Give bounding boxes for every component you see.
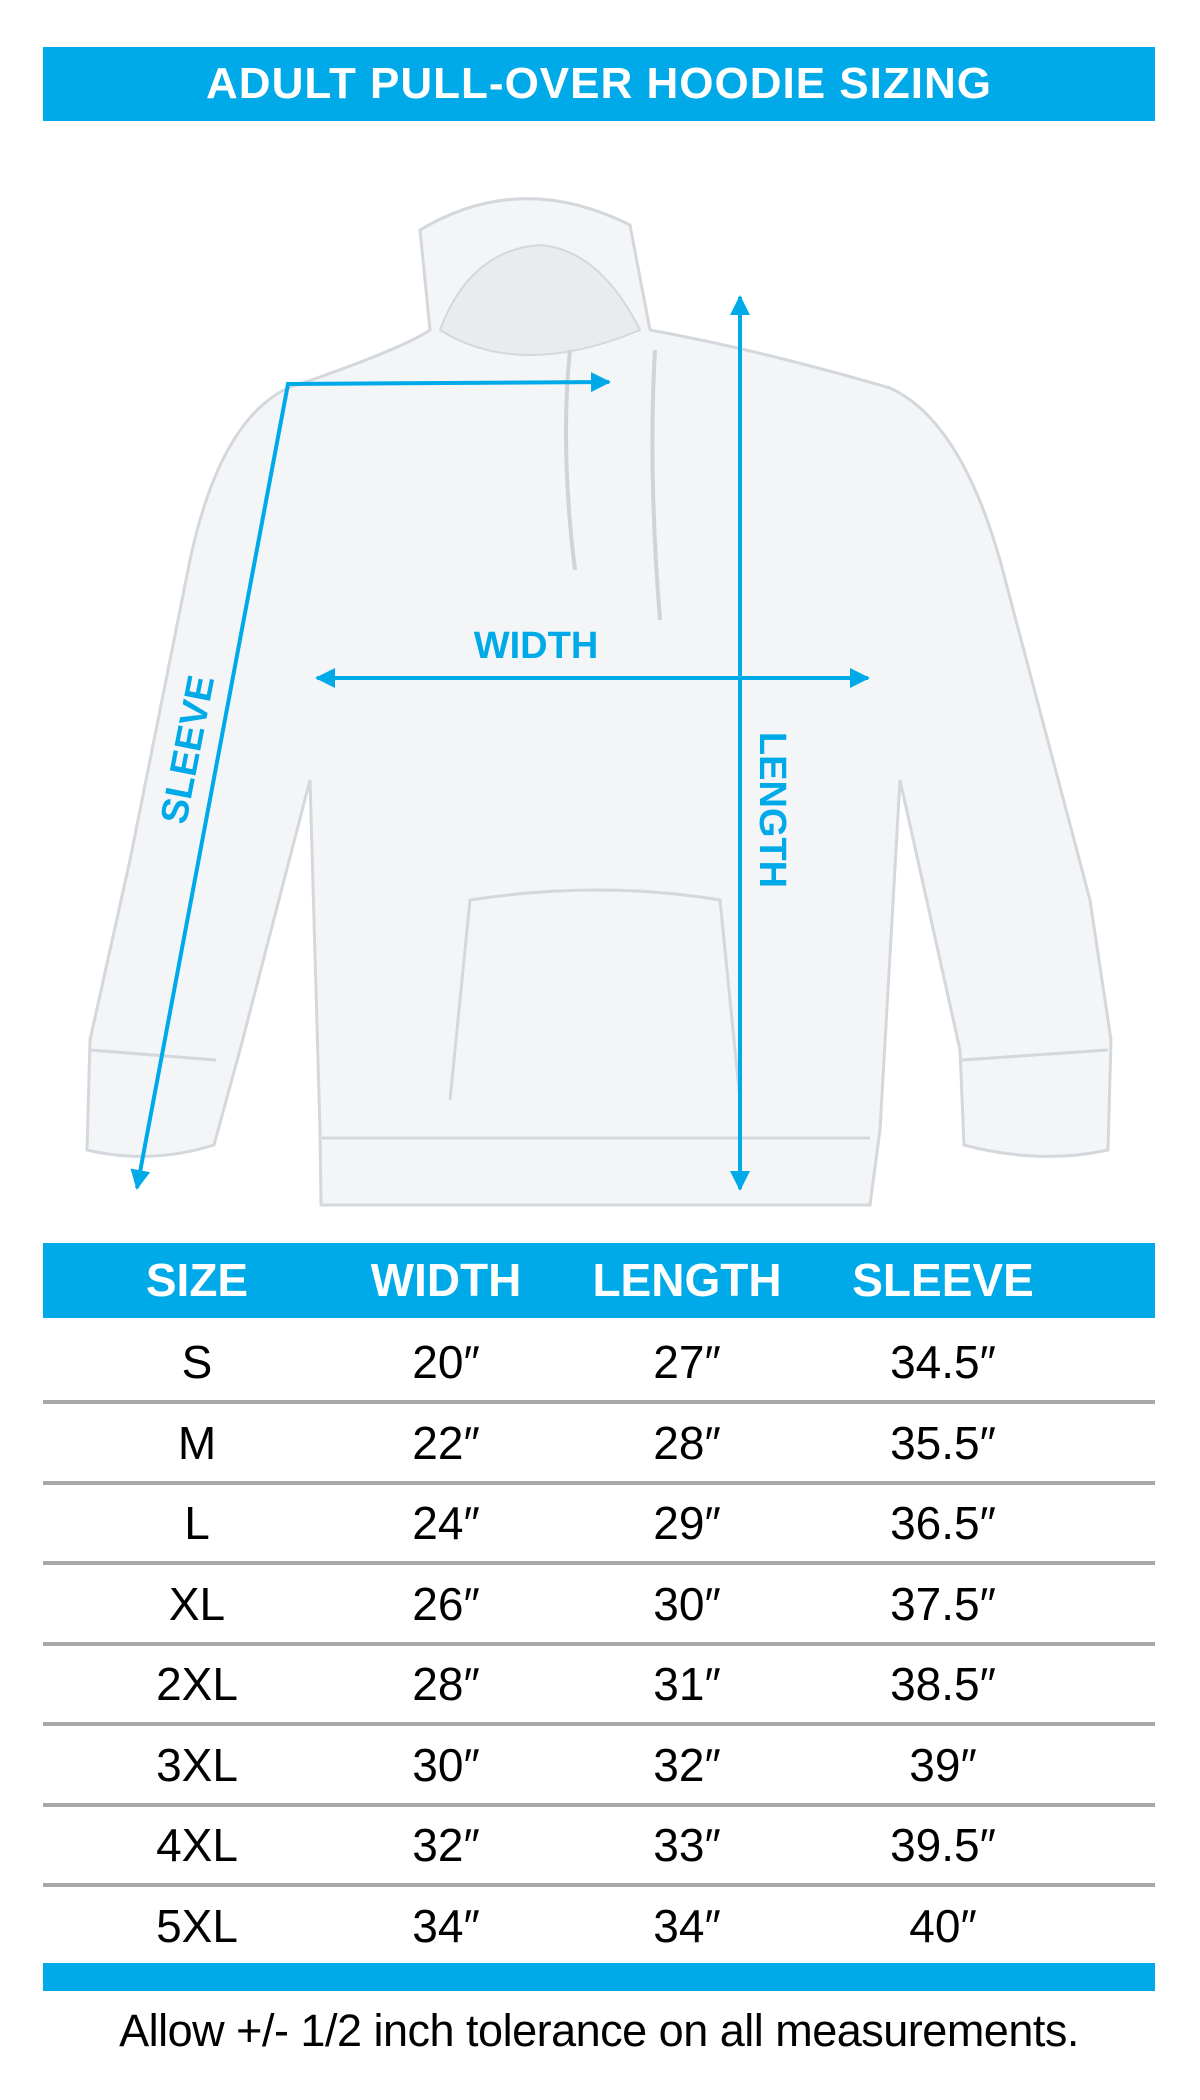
header-width: WIDTH (370, 1254, 522, 1306)
cell-width: 30″ (412, 1738, 480, 1791)
cell-size: 2XL (156, 1658, 238, 1710)
table-bottom-bar (43, 1963, 1155, 1991)
cell-sleeve: 37.5″ (890, 1577, 996, 1630)
cell-sleeve: 34.5″ (890, 1336, 996, 1388)
cell-size: M (177, 1416, 217, 1469)
table-row: M 22″ 28″ 35.5″ (43, 1403, 1155, 1483)
cell-width: 22″ (412, 1416, 480, 1469)
row-divider (43, 1561, 1155, 1565)
cell-length: 32″ (653, 1738, 721, 1791)
cell-sleeve: 38.5″ (890, 1658, 996, 1710)
cell-length: 30″ (653, 1577, 721, 1630)
row-divider (43, 1400, 1155, 1404)
tolerance-note: Allow +/- 1/2 inch tolerance on all meas… (119, 2005, 1079, 2056)
hoodie-diagram: WIDTH LENGTH SLEEVE (85, 197, 1113, 1207)
cell-width: 28″ (412, 1658, 480, 1710)
cell-sleeve: 35.5″ (890, 1416, 996, 1469)
table-row: L 24″ 29″ 36.5″ (43, 1483, 1155, 1563)
cell-length: 33″ (653, 1819, 721, 1871)
row-divider (43, 1641, 1155, 1646)
table-row: S 20″ 27″ 34.5″ (43, 1322, 1155, 1402)
table-row: 4XL 32″ 33″ 39.5″ (43, 1805, 1155, 1885)
table-row: 5XL 34″ 34″ 40″ (43, 1886, 1155, 1966)
header-size: SIZE (145, 1254, 249, 1306)
table-row: 3XL 30″ 32″ 39″ (43, 1725, 1155, 1805)
width-label: WIDTH (474, 625, 599, 667)
page-title: ADULT PULL-OVER HOODIE SIZING (206, 59, 992, 108)
header-length: LENGTH (592, 1254, 782, 1306)
cell-sleeve: 39.5″ (890, 1819, 996, 1871)
length-label: LENGTH (751, 732, 793, 888)
cell-width: 26″ (412, 1577, 480, 1630)
cell-size: XL (168, 1577, 226, 1630)
cell-length: 34″ (653, 1899, 721, 1952)
cell-length: 29″ (653, 1497, 721, 1549)
cell-width: 20″ (412, 1336, 480, 1388)
hoodie-illustration (85, 197, 1113, 1207)
hood-opening (438, 243, 642, 356)
cell-width: 34″ (412, 1899, 480, 1952)
cell-size: 3XL (156, 1738, 238, 1791)
drawstring-right (650, 349, 662, 621)
title-bar: ADULT PULL-OVER HOODIE SIZING (43, 47, 1155, 121)
table-header: SIZE WIDTH LENGTH SLEEVE (43, 1243, 1155, 1318)
cell-size: 4XL (156, 1819, 238, 1871)
cell-sleeve: 39″ (909, 1738, 977, 1791)
cell-size: S (181, 1336, 213, 1388)
row-divider (43, 1802, 1155, 1807)
cell-length: 27″ (653, 1336, 721, 1388)
row-divider (43, 1480, 1155, 1485)
sleeve-arrow (130, 372, 611, 1190)
cell-width: 24″ (412, 1497, 480, 1549)
cell-size: 5XL (156, 1899, 238, 1952)
header-sleeve: SLEEVE (852, 1254, 1034, 1306)
cell-sleeve: 36.5″ (890, 1497, 996, 1549)
cell-length: 31″ (653, 1658, 721, 1710)
table-row: XL 26″ 30″ 37.5″ (43, 1564, 1155, 1644)
cell-length: 28″ (653, 1416, 721, 1469)
row-divider (43, 1883, 1155, 1887)
cell-sleeve: 40″ (909, 1899, 977, 1952)
cuff-right-line (961, 1048, 1109, 1062)
table-row: 2XL 28″ 31″ 38.5″ (43, 1644, 1155, 1724)
row-divider (43, 1722, 1155, 1726)
cell-size: L (184, 1497, 210, 1549)
cell-width: 32″ (412, 1819, 480, 1871)
